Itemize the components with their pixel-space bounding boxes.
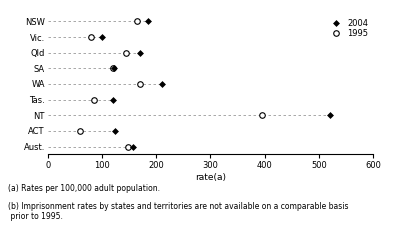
Text: (b) Imprisonment rates by states and territories are not available on a comparab: (b) Imprisonment rates by states and ter… [8,202,349,221]
Legend: 2004, 1995: 2004, 1995 [327,18,369,39]
X-axis label: rate(a): rate(a) [195,173,226,182]
Text: (a) Rates per 100,000 adult population.: (a) Rates per 100,000 adult population. [8,184,160,193]
